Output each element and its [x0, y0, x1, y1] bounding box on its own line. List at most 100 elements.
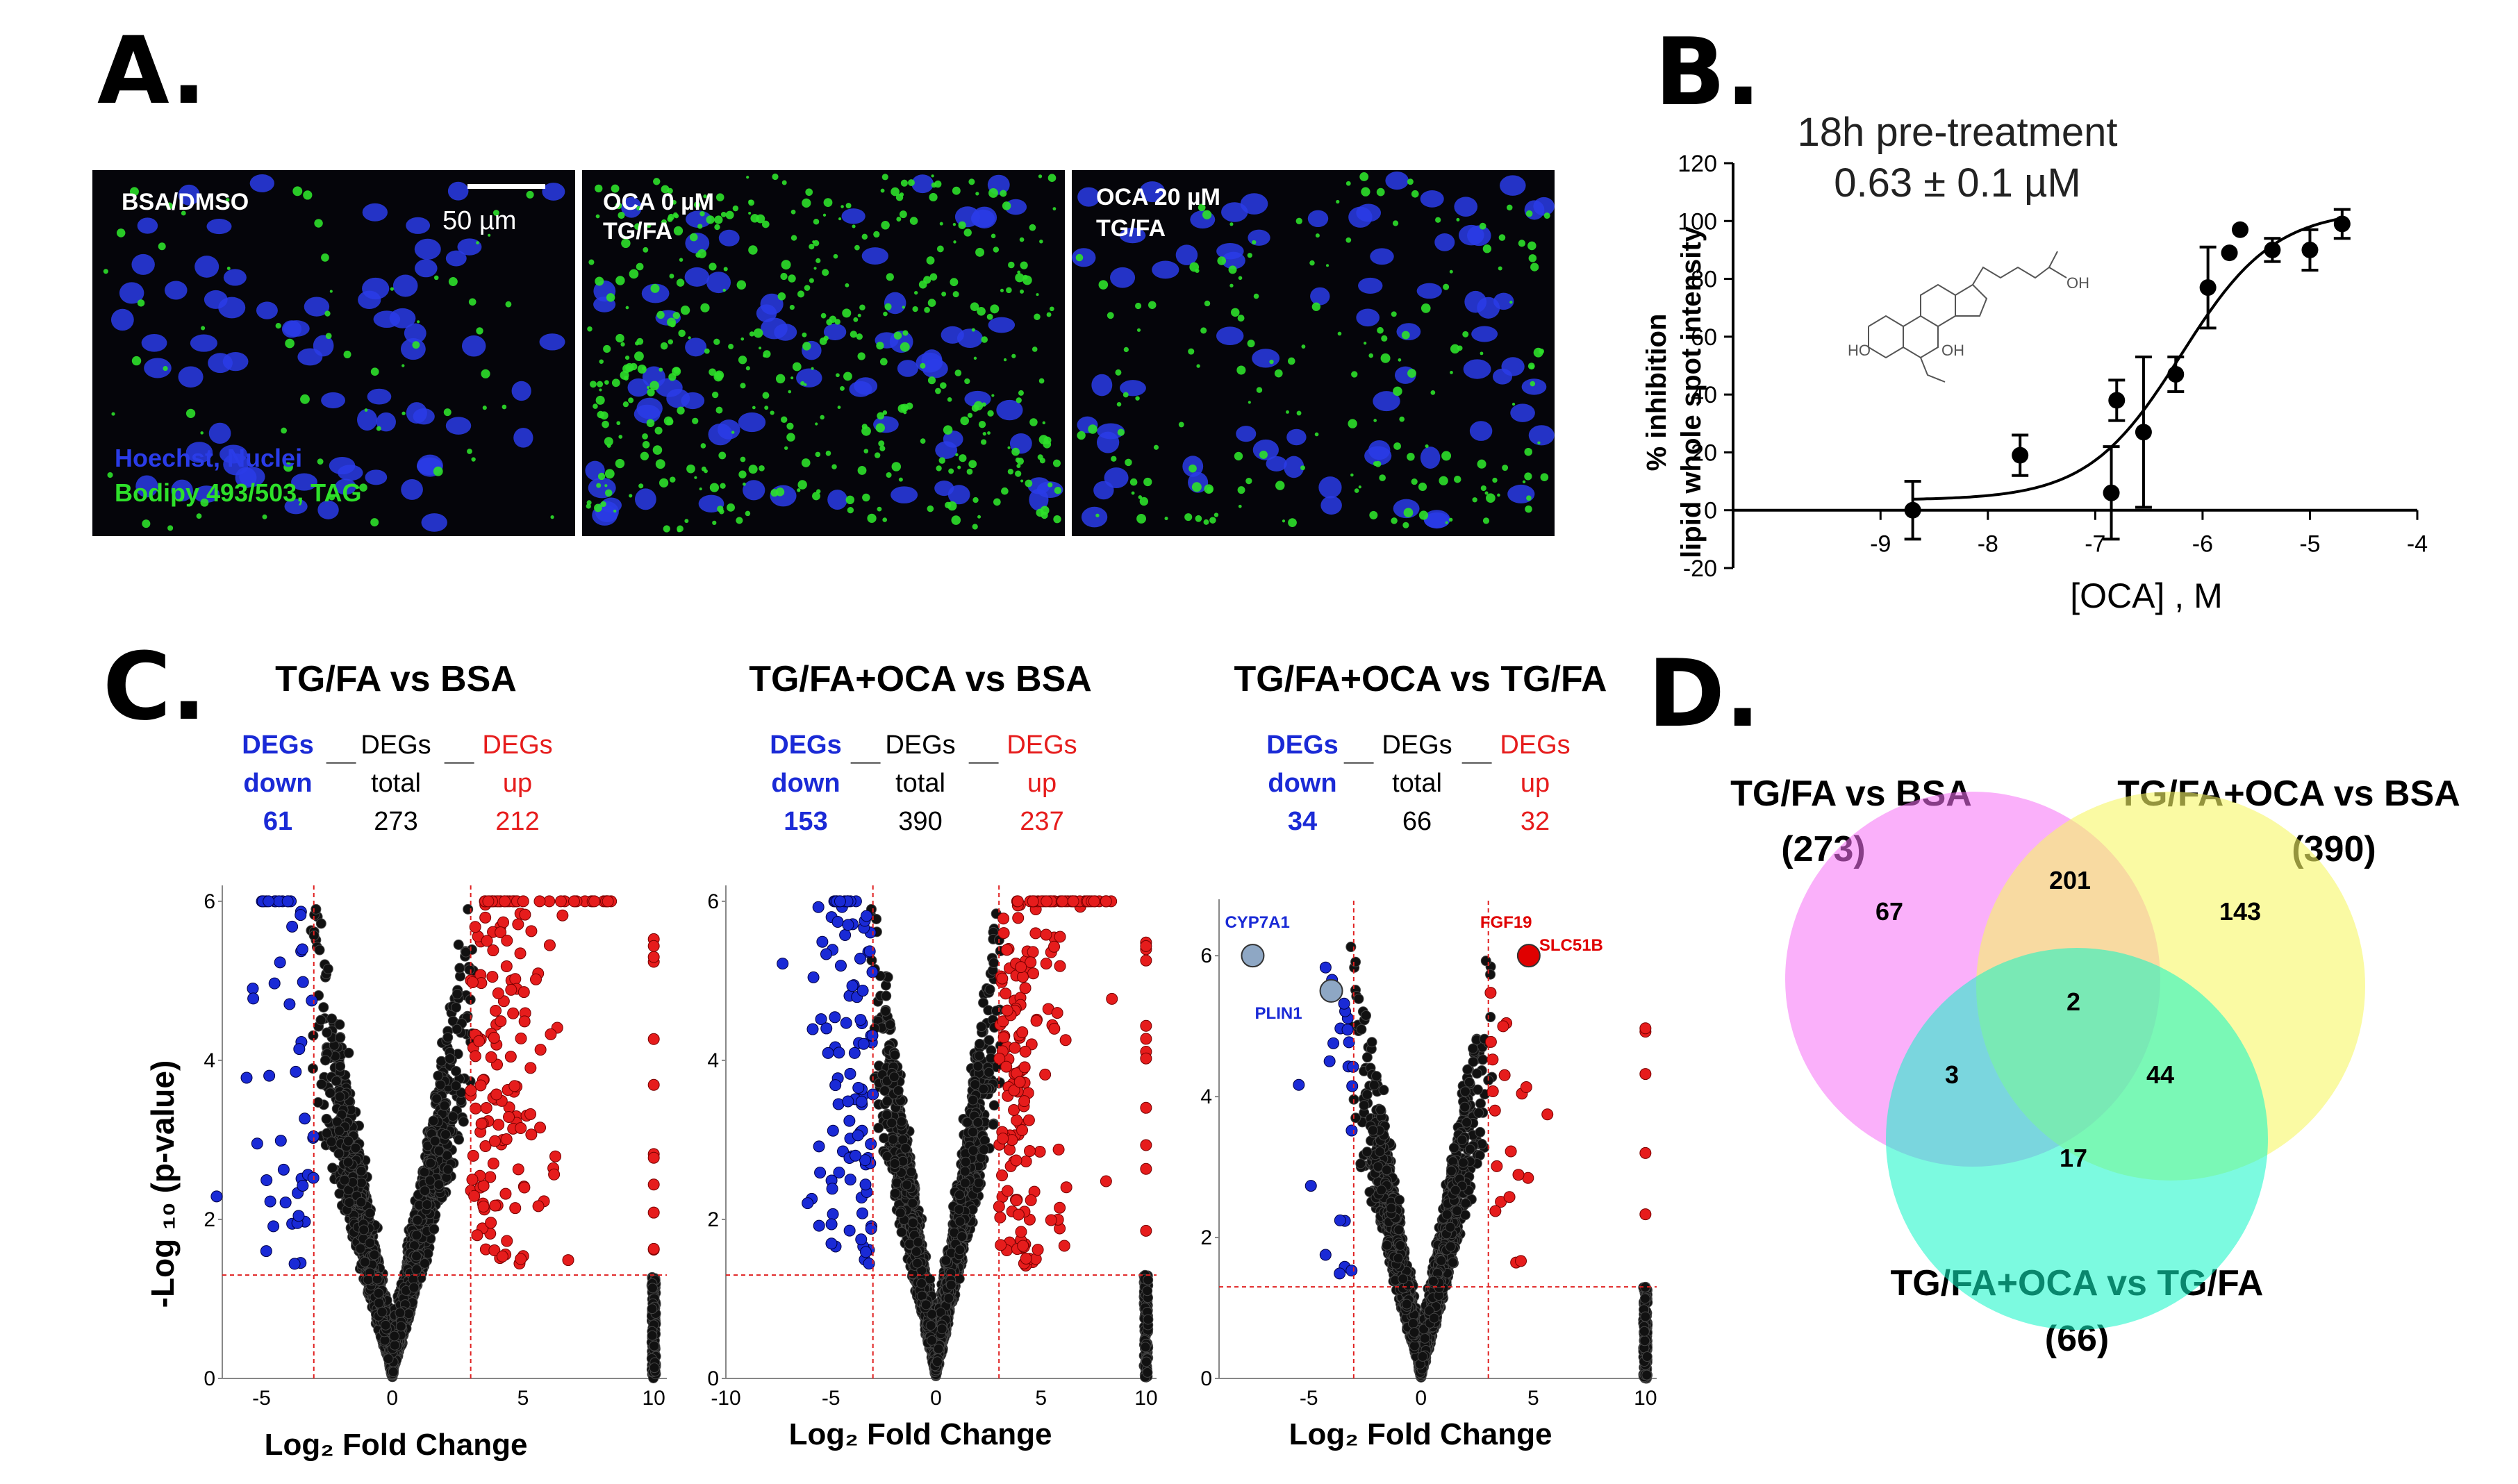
volcano-point-ns: [429, 1224, 440, 1235]
lipid-dot: [712, 520, 717, 526]
chart-b-ylabel-line1: % inhibition: [1641, 314, 1672, 472]
volcano-point-ns: [395, 1321, 406, 1332]
lipid-dot: [939, 222, 943, 226]
nucleus-dot: [1521, 378, 1547, 395]
lipid-dot: [321, 253, 329, 262]
volcano-point-up: [525, 925, 538, 937]
lipid-dot: [1314, 432, 1319, 437]
lipid-dot: [635, 341, 640, 346]
lipid-dot: [1379, 474, 1386, 481]
deg-2-down-count: 153: [784, 807, 827, 836]
nucleus-dot: [1071, 248, 1096, 267]
lipid-dot: [797, 488, 801, 492]
lipid-dot: [1038, 378, 1045, 384]
nucleus-dot: [823, 323, 847, 341]
volcano-point-up: [518, 1015, 531, 1028]
nucleus-dot: [1510, 403, 1535, 422]
lipid-dot: [761, 220, 770, 228]
volcano-point-ns: [342, 1135, 354, 1147]
lipid-dot: [1238, 504, 1242, 508]
lipid-dot: [599, 359, 604, 364]
lipid-dot: [948, 468, 954, 474]
lipid-dot: [742, 482, 746, 486]
volcano-x-tick-label: -5: [252, 1387, 271, 1410]
lipid-dot: [1530, 262, 1539, 272]
lipid-dot: [975, 247, 985, 257]
lipid-dot: [958, 221, 966, 229]
volcano-point-ns: [422, 1199, 433, 1210]
lipid-dot: [1245, 477, 1252, 485]
micro-label-2-line1: OCA 0 µM: [603, 189, 714, 215]
lipid-dot: [842, 308, 852, 318]
lipid-dot: [1000, 288, 1004, 292]
lipid-dot: [805, 188, 813, 197]
volcano-point-ns: [344, 1197, 355, 1208]
volcano-y-tick-label: 0: [204, 1367, 215, 1390]
volcano-point-ns: [339, 1174, 350, 1185]
nucleus-dot: [861, 247, 888, 265]
lipid-dot: [629, 494, 633, 498]
scale-bar-label: 50 µm: [442, 206, 516, 235]
lipid-dot: [982, 431, 986, 436]
lipid-dot: [1524, 472, 1532, 481]
lipid-dot: [618, 211, 625, 219]
volcano-point-down: [295, 909, 307, 922]
lipid-dot: [604, 380, 609, 385]
lipid-dot: [953, 240, 956, 244]
nucleus-dot: [970, 209, 995, 228]
legend-lipid: Bodipy 493/503, TAG: [115, 478, 361, 507]
lipid-dot: [1418, 510, 1429, 520]
lipid-dot: [792, 362, 802, 372]
volcano-point-up: [473, 1035, 486, 1047]
lipid-dot: [300, 394, 310, 404]
lipid-dot: [443, 408, 452, 417]
lipid-dot: [1309, 260, 1315, 266]
lipid-dot: [1411, 478, 1418, 485]
volcano-point-up: [486, 971, 499, 983]
volcano-point-ns: [649, 1340, 660, 1351]
lipid-dot: [666, 418, 674, 426]
volcano-3-title: TG/FA+OCA vs TG/FA: [1234, 659, 1607, 699]
volcano-point-up: [647, 1178, 660, 1191]
lipid-dot: [902, 306, 905, 309]
lipid-dot: [285, 338, 295, 349]
nucleus-dot: [891, 486, 918, 503]
lipid-dot: [467, 449, 472, 454]
lipid-dot: [131, 356, 142, 366]
volcano-2-title: TG/FA+OCA vs BSA: [749, 659, 1092, 699]
volcano-point-ns: [388, 1367, 399, 1378]
nucleus-dot: [304, 297, 330, 317]
volcano-point-down: [279, 1197, 292, 1209]
lipid-dot: [1123, 392, 1129, 398]
lipid-dot: [1543, 212, 1550, 219]
volcano-point-up: [471, 1229, 483, 1242]
nucleus-dot: [335, 478, 356, 495]
deg-1-down-label2: down: [243, 769, 312, 798]
nucleus-dot: [317, 500, 339, 519]
chart-b-x-tick-label: -4: [2407, 531, 2428, 558]
lipid-dot: [679, 258, 684, 262]
volcano-point-ns: [647, 1303, 658, 1315]
nucleus-dot: [542, 183, 565, 201]
deg-1-down-label: DEGs: [242, 731, 313, 760]
lipid-dot: [709, 262, 717, 271]
nucleus-dot: [222, 351, 249, 372]
lipid-dot: [788, 274, 796, 283]
lipid-dot: [621, 235, 625, 239]
lipid-dot: [813, 267, 817, 270]
lipid-dot: [825, 450, 831, 456]
lipid-dot: [947, 501, 957, 511]
lipid-dot: [595, 395, 605, 405]
lipid-dot: [674, 213, 679, 219]
nucleus-dot: [934, 481, 954, 497]
chart-b-y-tick-label: 60: [1691, 324, 1717, 351]
lipid-dot: [597, 410, 604, 419]
lipid-dot: [629, 367, 633, 372]
lipid-dot: [781, 180, 787, 185]
lipid-dot: [1361, 187, 1370, 197]
lipid-dot: [588, 259, 595, 265]
lipid-dot: [1373, 419, 1377, 422]
lipid-dot: [642, 433, 648, 440]
volcano-point-ns: [326, 1013, 338, 1024]
lipid-dot: [738, 470, 747, 478]
